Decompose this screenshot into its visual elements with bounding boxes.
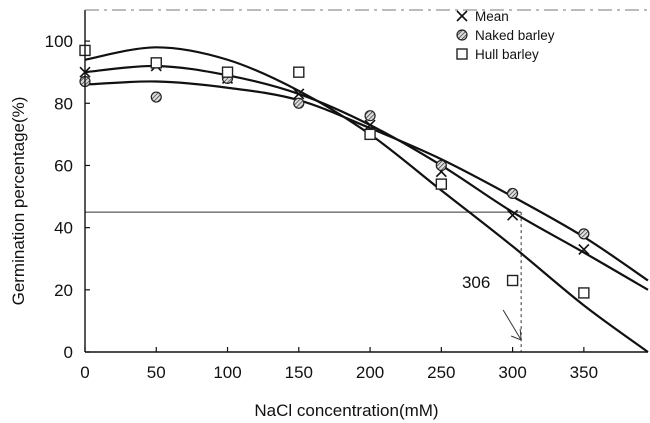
y-tick-label: 80 <box>54 94 73 113</box>
y-tick-label: 100 <box>45 32 73 51</box>
y-tick-label: 20 <box>54 281 73 300</box>
plot-area <box>79 44 649 353</box>
data-point-hull-barley <box>293 66 305 78</box>
x-tick-label: 200 <box>356 363 384 382</box>
x-tick-label: 150 <box>285 363 313 382</box>
data-point-hull-barley <box>364 128 376 141</box>
data-point-naked-barley <box>578 228 590 240</box>
data-point-hull-barley <box>578 287 590 299</box>
data-point-mean <box>507 209 519 221</box>
data-point-hull-barley <box>150 57 162 69</box>
annotation-arrowhead <box>510 328 522 341</box>
y-tick-label: 60 <box>54 156 73 175</box>
legend-label-hull-barley: Hull barley <box>475 47 539 62</box>
data-point-naked-barley <box>150 91 162 103</box>
data-point-hull-barley <box>506 274 519 287</box>
y-axis-title: Germination percentage(%) <box>9 97 28 306</box>
x-tick-label: 250 <box>427 363 455 382</box>
x-axis-title: NaCl concentration(mM) <box>254 401 438 420</box>
x-tick-label: 50 <box>147 363 166 382</box>
fit-curve-naked-barley <box>84 80 649 282</box>
legend-marker-mean <box>456 10 468 22</box>
axes: 0 50 100 150 200 250 300 350 0 20 40 60 80 100 <box>45 9 648 382</box>
x-tick-label: 0 <box>80 363 89 382</box>
x-tick-label: 350 <box>570 363 598 382</box>
data-point-mean <box>293 88 305 100</box>
annotation-arrow <box>502 309 522 341</box>
x-tick-label: 100 <box>213 363 241 382</box>
data-point-naked-barley <box>364 110 376 122</box>
legend-marker-naked-barley <box>456 29 468 41</box>
legend-label-naked-barley: Naked barley <box>475 28 555 43</box>
x-tick-label: 300 <box>498 363 526 382</box>
data-point-naked-barley <box>506 187 519 200</box>
data-point-hull-barley <box>221 66 234 78</box>
fit-curve-mean <box>84 64 649 291</box>
y-tick-label: 40 <box>54 219 73 238</box>
data-point-hull-barley <box>435 178 448 190</box>
y-tick-label: 0 <box>64 343 73 362</box>
legend-marker-hull-barley <box>456 48 468 60</box>
data-point-naked-barley <box>435 159 447 172</box>
legend-label-mean: Mean <box>475 9 509 24</box>
data-point-naked-barley <box>293 97 305 109</box>
data-point-mean <box>578 243 590 255</box>
annotation-label: 306 <box>462 273 490 292</box>
legend: Mean Naked barley Hull barley <box>456 9 555 62</box>
fit-curve-hull-barley <box>84 46 649 353</box>
